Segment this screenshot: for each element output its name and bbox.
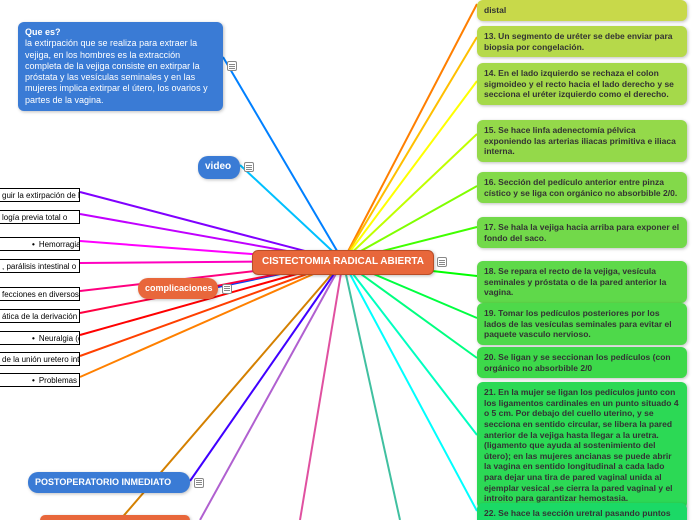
left-list-item: Hemorragia xyxy=(0,237,80,251)
center-node: CISTECTOMIA RADICAL ABIERTA xyxy=(252,250,434,275)
step-node: 20. Se ligan y se seccionan los pedículo… xyxy=(477,347,687,378)
red-bar-node xyxy=(40,515,190,520)
definition-title: Que es? xyxy=(25,27,61,37)
step-node: 21. En la mujer se ligan los pedículos j… xyxy=(477,382,687,509)
step-node: 22. Se hace la sección uretral pasando p… xyxy=(477,503,687,520)
left-list-item: de la unión uretero intestinal xyxy=(0,352,80,366)
left-list-item: logía previa total o xyxy=(0,210,80,224)
definition-body: la extirpación que se realiza para extra… xyxy=(25,38,208,104)
step-node: 15. Se hace linfa adenectomía pélvica ex… xyxy=(477,120,687,162)
complicaciones-node[interactable]: complicaciones xyxy=(138,278,218,299)
note-icon[interactable] xyxy=(227,61,237,71)
step-node: 17. Se hala la vejiga hacia arriba para … xyxy=(477,217,687,248)
note-icon[interactable] xyxy=(222,284,232,294)
left-list-item: guir la extirpación de la vejiga xyxy=(0,188,80,202)
step-node: 16. Sección del pedículo anterior entre … xyxy=(477,172,687,203)
note-icon[interactable] xyxy=(194,478,204,488)
left-list-item: fecciones en diversos grados xyxy=(0,287,80,301)
step-node: 14. En el lado izquierdo se rechaza el c… xyxy=(477,63,687,105)
step-node: 18. Se repara el recto de la vejiga, ves… xyxy=(477,261,687,303)
postop-node[interactable]: POSTOPERATORIO INMEDIATO xyxy=(28,472,190,493)
definition-node: Que es? la extirpación que se realiza pa… xyxy=(18,22,223,111)
left-list-item: Neuralgia (dolores nerviosos) xyxy=(0,331,80,345)
video-label: video xyxy=(205,161,231,172)
postop-label: POSTOPERATORIO INMEDIATO xyxy=(35,477,171,487)
left-list-item: Problemas de estomas xyxy=(0,373,80,387)
left-list-item: , parálisis intestinal o xyxy=(0,259,80,273)
note-icon[interactable] xyxy=(244,162,254,172)
center-text: CISTECTOMIA RADICAL ABIERTA xyxy=(262,256,424,267)
step-node: 13. Un segmento de uréter se debe enviar… xyxy=(477,26,687,57)
left-list-item: ática de la derivación urinaria xyxy=(0,309,80,323)
step-node: distal xyxy=(477,0,687,21)
complicaciones-label: complicaciones xyxy=(145,283,213,293)
video-node[interactable]: video xyxy=(198,156,240,179)
step-node: 19. Tomar los pedículos posteriores por … xyxy=(477,303,687,345)
note-icon[interactable] xyxy=(437,257,447,267)
